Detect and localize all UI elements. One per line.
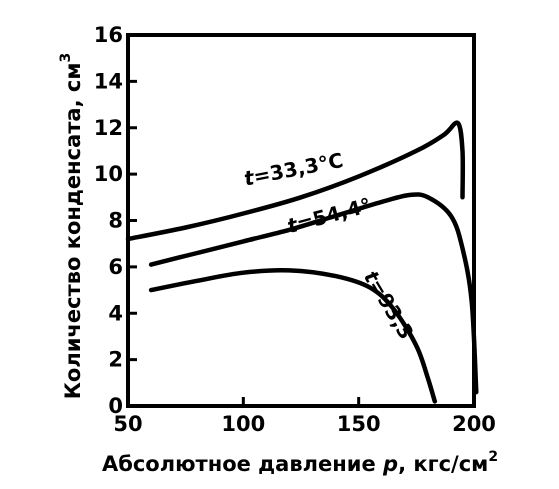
y-tick-label: 14 bbox=[94, 69, 123, 93]
y-tick-label: 10 bbox=[94, 162, 123, 186]
series-label-value: =54,4° bbox=[294, 193, 374, 236]
y-tick-label: 8 bbox=[108, 209, 123, 233]
y-tick-label: 16 bbox=[94, 23, 123, 47]
x-axis-title-var: p bbox=[382, 452, 398, 476]
y-axis-title-text: Количество конденсата, см bbox=[61, 62, 85, 399]
y-tick-label: 2 bbox=[108, 348, 123, 372]
series-line-t93 bbox=[148, 268, 438, 404]
x-tick-label: 50 bbox=[113, 412, 142, 436]
series-line-t33 bbox=[125, 120, 466, 242]
x-axis-title-unit: , кгс/см bbox=[398, 452, 488, 476]
series-label-t33: t=33,3°C bbox=[242, 148, 345, 191]
series-layer bbox=[125, 120, 479, 404]
series-label-value: =33,3°C bbox=[251, 148, 345, 189]
ticks-layer: 0 2 4 6 8 10 12 14 16 50 100 150 200 bbox=[94, 23, 496, 436]
x-axis-title-text: Абсолютное давление bbox=[102, 452, 376, 476]
series-line-t54 bbox=[148, 192, 479, 395]
y-tick-label: 12 bbox=[94, 116, 123, 140]
y-tick-label: 4 bbox=[108, 301, 123, 325]
y-tick-label: 0 bbox=[108, 394, 123, 418]
x-axis-title-sup: 2 bbox=[488, 449, 498, 465]
x-tick-label: 150 bbox=[337, 412, 381, 436]
y-axis-title: Количество конденсата, см3 bbox=[58, 53, 85, 400]
series-label-t93: t=93,3 bbox=[359, 266, 419, 343]
y-axis-title-sup: 3 bbox=[58, 53, 74, 63]
series-labels-layer: t=33,3°Ct=54,4°t=93,3 bbox=[242, 148, 419, 344]
y-tick-label: 6 bbox=[108, 255, 123, 279]
x-tick-label: 200 bbox=[452, 412, 496, 436]
x-axis-title: Абсолютное давление p, кгс/см2 bbox=[102, 449, 498, 476]
series-label-value: =93,3 bbox=[364, 275, 419, 344]
x-tick-label: 100 bbox=[221, 412, 265, 436]
